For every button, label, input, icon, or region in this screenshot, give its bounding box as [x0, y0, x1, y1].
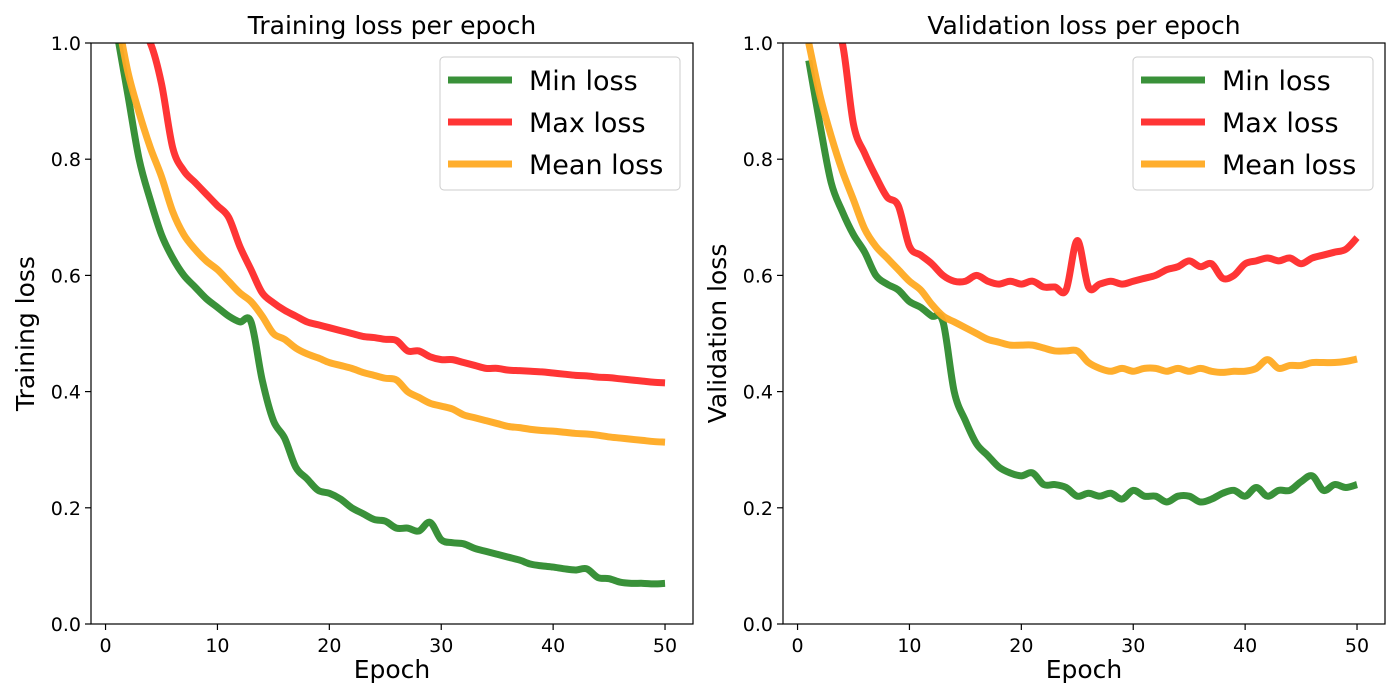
x-tick-label: 0: [791, 635, 803, 657]
legend-label-min-loss: Min loss: [1222, 66, 1331, 97]
y-tick-label: 0.6: [743, 265, 773, 287]
y-tick-label: 0.0: [51, 614, 81, 636]
x-tick-label: 10: [897, 635, 921, 657]
y-tick-label: 0.8: [743, 149, 773, 171]
legend-box: [1132, 56, 1374, 191]
chart-panel-2: 0 10 20 30 40 50 0.0 0.2 0.4 0.6 0.8 1.0 Validation …: [703, 11, 1386, 684]
y-tick-label: 0.4: [743, 382, 773, 404]
x-axis-label: Epoch: [1046, 655, 1123, 684]
y-tick-label: 1.0: [51, 33, 81, 55]
legend-label-max-loss: Max loss: [529, 108, 646, 139]
y-tick-label: 0.8: [51, 149, 81, 171]
x-tick-label: 50: [1345, 635, 1369, 657]
x-tick-label: 30: [429, 635, 453, 657]
y-tick-label: 0.2: [743, 498, 773, 520]
x-tick-label: 50: [653, 635, 677, 657]
y-tick-label: 0.2: [51, 498, 81, 520]
axes-frame: [782, 42, 1386, 625]
legend-box: [439, 56, 681, 191]
plot-area: [115, 43, 666, 588]
series-line-min-loss: [805, 59, 1359, 506]
x-tick-label: 30: [1121, 635, 1145, 657]
y-axis-label: Training loss: [11, 256, 40, 412]
series-line-mean-loss: [118, 43, 666, 446]
x-tick-label: 20: [1009, 635, 1033, 657]
plot-area: [805, 43, 1360, 506]
x-tick-label: 40: [541, 635, 565, 657]
y-tick-label: 0.0: [743, 614, 773, 636]
chart-title: Validation loss per epoch: [927, 11, 1240, 40]
y-tick-label: 0.4: [51, 382, 81, 404]
legend-label-min-loss: Min loss: [529, 66, 638, 97]
chart-title: Training loss per epoch: [247, 11, 536, 40]
y-axis-label: Validation loss: [703, 244, 732, 424]
series-line-mean-loss: [805, 43, 1358, 376]
axes-frame: [90, 42, 694, 625]
legend-label-mean-loss: Mean loss: [529, 150, 663, 181]
legend-label-max-loss: Max loss: [1222, 108, 1339, 139]
legend-label-mean-loss: Mean loss: [1222, 150, 1356, 181]
y-tick-label: 1.0: [743, 33, 773, 55]
series-line-max-loss: [838, 43, 1360, 297]
legend: Min loss Max loss Mean loss: [1132, 56, 1374, 191]
series-line-max-loss: [146, 43, 666, 387]
x-axis-label: Epoch: [354, 655, 431, 684]
y-tick-label: 0.6: [51, 265, 81, 287]
series-line-min-loss: [115, 43, 666, 588]
x-tick-label: 40: [1233, 635, 1257, 657]
x-tick-label: 20: [317, 635, 341, 657]
x-tick-label: 0: [99, 635, 111, 657]
chart-panel-1: 0 10 20 30 40 50 0.0 0.2 0.4 0.6 0.8 1.0 Training lo…: [11, 11, 694, 684]
legend: Min loss Max loss Mean loss: [439, 56, 681, 191]
x-tick-label: 10: [205, 635, 229, 657]
